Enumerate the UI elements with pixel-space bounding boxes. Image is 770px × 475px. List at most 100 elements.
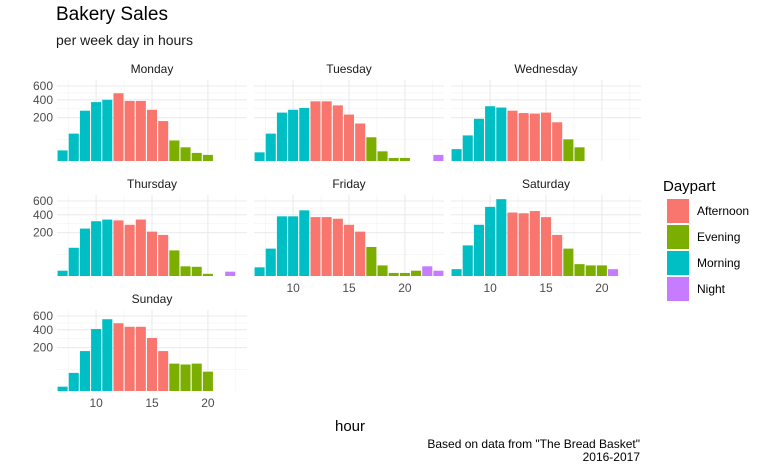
y-tick-label: 600 xyxy=(33,309,53,323)
bar-wednesday-h11 xyxy=(496,107,507,161)
bar-thursday-h10 xyxy=(91,221,102,276)
bar-thursday-h12 xyxy=(113,220,124,276)
bar-wednesday-h8 xyxy=(462,135,473,161)
legend-label-morning: Morning xyxy=(697,256,740,270)
chart-subtitle: per week day in hours xyxy=(56,32,193,48)
legend-label-evening: Evening xyxy=(697,230,740,244)
bar-sunday-h10 xyxy=(91,329,102,391)
x-tick-label: 15 xyxy=(145,396,159,410)
bar-thursday-h15 xyxy=(146,231,158,276)
bar-friday-h13 xyxy=(321,217,332,276)
bar-sunday-h8 xyxy=(68,372,79,391)
legend-swatch-evening xyxy=(667,225,689,249)
bar-tuesday-h15 xyxy=(343,114,355,161)
bar-friday-h15 xyxy=(343,224,355,276)
bar-wednesday-h7 xyxy=(451,149,462,161)
x-tick-label: 15 xyxy=(342,281,356,295)
y-tick-label: 600 xyxy=(33,79,53,93)
bar-saturday-h12 xyxy=(507,212,518,276)
facet-label-wednesday: Wednesday xyxy=(514,62,577,76)
bar-sunday-h13 xyxy=(124,326,135,391)
legend-title: Daypart xyxy=(663,178,716,195)
bar-friday-h20 xyxy=(399,272,410,276)
bar-monday-h8 xyxy=(68,133,79,161)
bar-saturday-h17 xyxy=(563,248,574,276)
y-tick-label: 200 xyxy=(33,111,53,125)
bar-saturday-h7 xyxy=(451,269,462,276)
bar-sunday-h20 xyxy=(202,371,213,391)
bar-friday-h8 xyxy=(265,248,276,276)
bar-monday-h14 xyxy=(135,100,146,161)
bar-sunday-h9 xyxy=(79,351,90,391)
bar-friday-h9 xyxy=(276,216,287,276)
bar-sunday-h18 xyxy=(180,364,191,391)
bar-friday-h10 xyxy=(288,216,299,276)
bar-tuesday-h8 xyxy=(265,133,276,161)
bar-thursday-h20 xyxy=(202,273,213,276)
bar-monday-h9 xyxy=(79,110,90,161)
bar-tuesday-h14 xyxy=(332,105,343,161)
facet-label-monday: Monday xyxy=(131,62,174,76)
bar-thursday-h13 xyxy=(124,224,135,276)
bar-friday-h23 xyxy=(433,270,444,276)
bar-tuesday-h18 xyxy=(377,151,388,161)
bar-monday-h12 xyxy=(113,93,124,161)
bar-tuesday-h17 xyxy=(366,137,377,161)
bar-sunday-h12 xyxy=(113,323,124,391)
bar-thursday-h11 xyxy=(102,219,113,276)
bar-monday-h7 xyxy=(57,150,68,161)
bar-tuesday-h10 xyxy=(288,109,299,161)
facet-label-sunday: Sunday xyxy=(132,292,173,306)
x-tick-label: 20 xyxy=(201,396,215,410)
facet-label-thursday: Thursday xyxy=(127,177,177,191)
bar-monday-h20 xyxy=(202,154,213,161)
bar-friday-h22 xyxy=(422,266,433,276)
bar-friday-h21 xyxy=(411,270,422,276)
bar-wednesday-h18 xyxy=(574,147,585,161)
x-tick-label: 10 xyxy=(483,281,497,295)
bar-monday-h13 xyxy=(124,100,135,161)
chart-title: Bakery Sales xyxy=(56,4,168,25)
bar-wednesday-h15 xyxy=(540,112,552,161)
caption-source: Based on data from "The Bread Basket" xyxy=(427,437,640,451)
bar-sunday-h17 xyxy=(169,363,180,391)
bar-sunday-h15 xyxy=(146,337,158,391)
bar-thursday-h17 xyxy=(169,250,180,276)
bar-wednesday-h12 xyxy=(507,110,518,161)
bar-wednesday-h13 xyxy=(518,113,529,161)
bar-friday-h18 xyxy=(377,265,388,276)
caption-years: 2016-2017 xyxy=(582,450,640,464)
y-tick-label: 400 xyxy=(33,323,53,337)
bar-monday-h16 xyxy=(158,121,169,161)
bar-saturday-h14 xyxy=(529,211,540,276)
legend-swatch-morning xyxy=(667,251,689,275)
bar-tuesday-h19 xyxy=(388,157,399,161)
bar-tuesday-h12 xyxy=(310,101,321,161)
bar-monday-h11 xyxy=(102,99,113,161)
bar-monday-h19 xyxy=(191,152,202,161)
bar-wednesday-h14 xyxy=(529,113,540,161)
facet-label-tuesday: Tuesday xyxy=(326,62,372,76)
bar-wednesday-h10 xyxy=(485,106,496,161)
bar-thursday-h18 xyxy=(180,266,191,276)
bar-tuesday-h13 xyxy=(321,101,332,161)
bar-thursday-h9 xyxy=(79,228,90,276)
bar-monday-h17 xyxy=(169,140,180,161)
bar-thursday-h16 xyxy=(158,234,169,276)
chart-caption: Based on data from "The Bread Basket" 20… xyxy=(427,438,640,464)
legend-swatch-night xyxy=(667,277,689,301)
bar-saturday-h20 xyxy=(596,265,607,276)
bar-friday-h12 xyxy=(310,217,321,276)
x-tick-label: 10 xyxy=(286,281,300,295)
bar-sunday-h14 xyxy=(135,326,146,391)
legend-label-night: Night xyxy=(697,282,726,296)
bar-thursday-h14 xyxy=(135,219,146,276)
bar-saturday-h19 xyxy=(585,265,596,276)
bar-sunday-h7 xyxy=(57,386,68,391)
bar-saturday-h16 xyxy=(552,234,563,276)
bar-wednesday-h9 xyxy=(473,118,484,161)
bar-thursday-h19 xyxy=(191,266,202,276)
y-tick-label: 400 xyxy=(33,208,53,222)
bar-monday-h10 xyxy=(91,102,102,161)
bar-wednesday-h16 xyxy=(552,122,563,161)
